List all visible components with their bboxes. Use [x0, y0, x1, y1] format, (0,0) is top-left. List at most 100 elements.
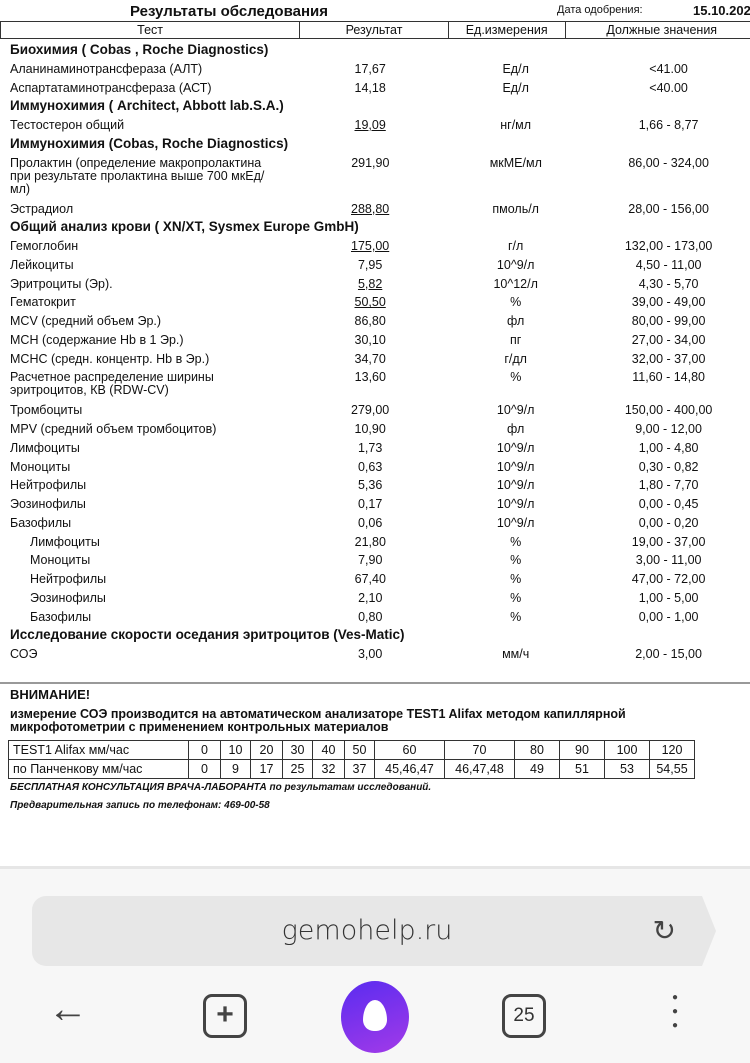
page-title: Результаты обследования — [130, 3, 328, 20]
results-table: Биохимия ( Cobas , Roche Diagnostics) Ала… — [0, 41, 750, 664]
result-value: 21,80 — [354, 534, 386, 549]
table-row: Моноциты 0,63 10^9/л 0,30 - 0,82 — [0, 458, 750, 477]
unit: 10^9/л — [496, 515, 535, 530]
soe-cell: 54,55 — [649, 759, 695, 779]
section-header: Иммунохимия (Cobas, Roche Diagnostics) — [0, 135, 750, 154]
test-name: Базофилы — [30, 609, 92, 624]
test-name: Лимфоциты — [30, 534, 100, 549]
reference-range: <40.00 — [649, 80, 688, 95]
unit: мкМЕ/мл — [489, 155, 542, 170]
reference-range: <41.00 — [649, 61, 688, 76]
soe-cell: 50 — [344, 740, 375, 760]
section-header: Иммунохимия ( Architect, Abbott lab.S.A.… — [0, 97, 750, 116]
test-name: MCH (содержание Hb в 1 Эр.) — [10, 332, 184, 347]
table-row: Эозинофилы 0,17 10^9/л 0,00 - 0,45 — [0, 495, 750, 514]
section-title: Биохимия ( Cobas , Roche Diagnostics) — [10, 42, 269, 57]
back-arrow-icon[interactable]: ← — [48, 987, 88, 1031]
reference-range: 1,00 - 5,00 — [638, 590, 699, 605]
table-row: Аспартатаминотрансфераза (АСТ) 14,18 Ед/л <… — [0, 79, 750, 98]
soe-conversion-table: TEST1 Alifax мм/час 0 10 20 30 40 50 60 70 80 90 10… — [8, 740, 695, 779]
soe-cell: 60 — [374, 740, 445, 760]
result-value: 50,50 — [354, 295, 386, 310]
unit: 10^9/л — [496, 403, 535, 418]
address-bar[interactable]: gemohelp.ru ↻ — [32, 896, 716, 966]
table-row: Эритроциты (Эр). 5,82 10^12/л 4,30 - 5,70 — [0, 275, 750, 294]
reference-range: 1,00 - 4,80 — [638, 440, 699, 455]
tabs-counter-icon[interactable]: 25 — [502, 994, 546, 1038]
soe-cell: 120 — [649, 740, 695, 760]
table-row: Эстрадиол 288,80 пмоль/л 28,00 - 156,00 — [0, 200, 750, 219]
divider — [0, 682, 750, 684]
test-name: Эритроциты (Эр). — [10, 276, 113, 291]
unit: % — [510, 553, 522, 568]
soe-row: TEST1 Alifax мм/час 0 10 20 30 40 50 60 70 80 90 10… — [8, 740, 695, 760]
bottom-nav: ← + 25 ● ● ● — [0, 981, 750, 1053]
test-name: Лейкоциты — [10, 257, 74, 272]
col-norm: Должные значения — [566, 22, 750, 38]
unit: г/л — [508, 239, 524, 253]
section-title: Иммунохимия (Cobas, Roche Diagnostics) — [10, 135, 289, 151]
url-text[interactable]: gemohelp.ru — [281, 915, 453, 946]
reference-range: 47,00 - 72,00 — [631, 572, 706, 586]
soe-cell: 25 — [282, 759, 313, 779]
test-name: Расчетное распределение ширины эритроцит… — [10, 370, 214, 398]
footer-phone: Предварительная запись по телефонам: 469… — [10, 800, 270, 811]
table-row: Лейкоциты 7,95 10^9/л 4,50 - 11,00 — [0, 256, 750, 275]
test-name: MCHC (средн. концентр. Hb в Эр.) — [10, 351, 210, 366]
table-row: Тромбоциты 279,00 10^9/л 150,00 - 400,00 — [0, 401, 750, 420]
result-value: 5,36 — [357, 478, 383, 493]
reference-range: 0,30 - 0,82 — [638, 459, 699, 474]
result-value: 0,17 — [357, 497, 383, 511]
table-row: Гематокрит 50,50% 39,00 - 49,00 — [0, 293, 750, 312]
reference-range: 27,00 - 34,00 — [631, 332, 706, 347]
soe-cell: 100 — [604, 740, 650, 760]
table-row: Лимфоциты 21,80% 19,00 - 37,00 — [0, 533, 750, 552]
reference-range: 19,00 - 37,00 — [631, 534, 706, 549]
plus-square-icon[interactable]: + — [203, 994, 247, 1038]
section-header: Общий анализ крови ( XN/XT, Sysmex Europ… — [0, 218, 750, 237]
unit: фл — [507, 422, 525, 436]
result-value: 34,70 — [354, 351, 386, 366]
section-title: Исследование скорости оседания эритроцит… — [10, 627, 405, 643]
reference-range: 28,00 - 156,00 — [628, 201, 709, 216]
unit: 10^9/л — [496, 440, 535, 455]
reference-range: 11,60 - 14,80 — [632, 370, 706, 385]
soe-cell: 49 — [514, 759, 560, 779]
result-value: 14,18 — [354, 80, 386, 95]
test-name: Пролактин (определение макропролактина п… — [10, 155, 265, 196]
table-row: Нейтрофилы 67,40% 47,00 - 72,00 — [0, 570, 750, 589]
footer-consultation: БЕСПЛАТНАЯ КОНСУЛЬТАЦИЯ ВРАЧА-ЛАБОРАНТА … — [10, 782, 432, 793]
reference-range: 3,00 - 11,00 — [635, 553, 702, 568]
result-value: 1,73 — [357, 440, 383, 455]
table-row: Базофилы 0,80% 0,00 - 1,00 — [0, 608, 750, 627]
result-value: 5,82 — [357, 276, 383, 291]
result-value: 175,00 — [351, 239, 390, 253]
table-row: Эозинофилы 2,10% 1,00 - 5,00 — [0, 589, 750, 608]
result-value: 3,00 — [357, 647, 383, 661]
soe-cell: 51 — [559, 759, 605, 779]
date-value: 15.10.202 — [693, 3, 750, 18]
table-row: Базофилы 0,06 10^9/л 0,00 - 0,20 — [0, 514, 750, 533]
table-row: Пролактин (определение макропролактина п… — [0, 154, 750, 200]
unit: % — [510, 370, 522, 385]
table-row: MCV (средний объем Эр.) 86,80 фл 80,00 - 99… — [0, 312, 750, 331]
result-value: 7,95 — [357, 257, 383, 272]
unit: 10^9/л — [496, 459, 535, 474]
unit: пмоль/л — [492, 201, 539, 216]
soe-cell: по Панченкову мм/час — [8, 759, 189, 779]
result-value: 13,60 — [354, 370, 386, 385]
test-name: Аспартатаминотрансфераза (АСТ) — [10, 80, 212, 95]
kebab-menu-icon[interactable]: ● ● ● — [671, 992, 679, 1031]
test-name: Эстрадиол — [10, 201, 74, 216]
soe-cell: 53 — [604, 759, 650, 779]
table-row: СОЭ 3,00 мм/ч 2,00 - 15,00 — [0, 645, 750, 664]
alice-icon[interactable] — [341, 981, 409, 1053]
unit: г/дл — [504, 351, 527, 366]
unit: Ед/л — [502, 61, 529, 76]
soe-cell: 20 — [250, 740, 283, 760]
soe-cell: 32 — [312, 759, 345, 779]
result-value: 288,80 — [351, 201, 390, 216]
reload-icon[interactable]: ↻ — [652, 915, 676, 946]
reference-range: 150,00 - 400,00 — [624, 403, 713, 418]
table-row: MPV (средний объем тромбоцитов) 10,90 фл 9,… — [0, 420, 750, 439]
